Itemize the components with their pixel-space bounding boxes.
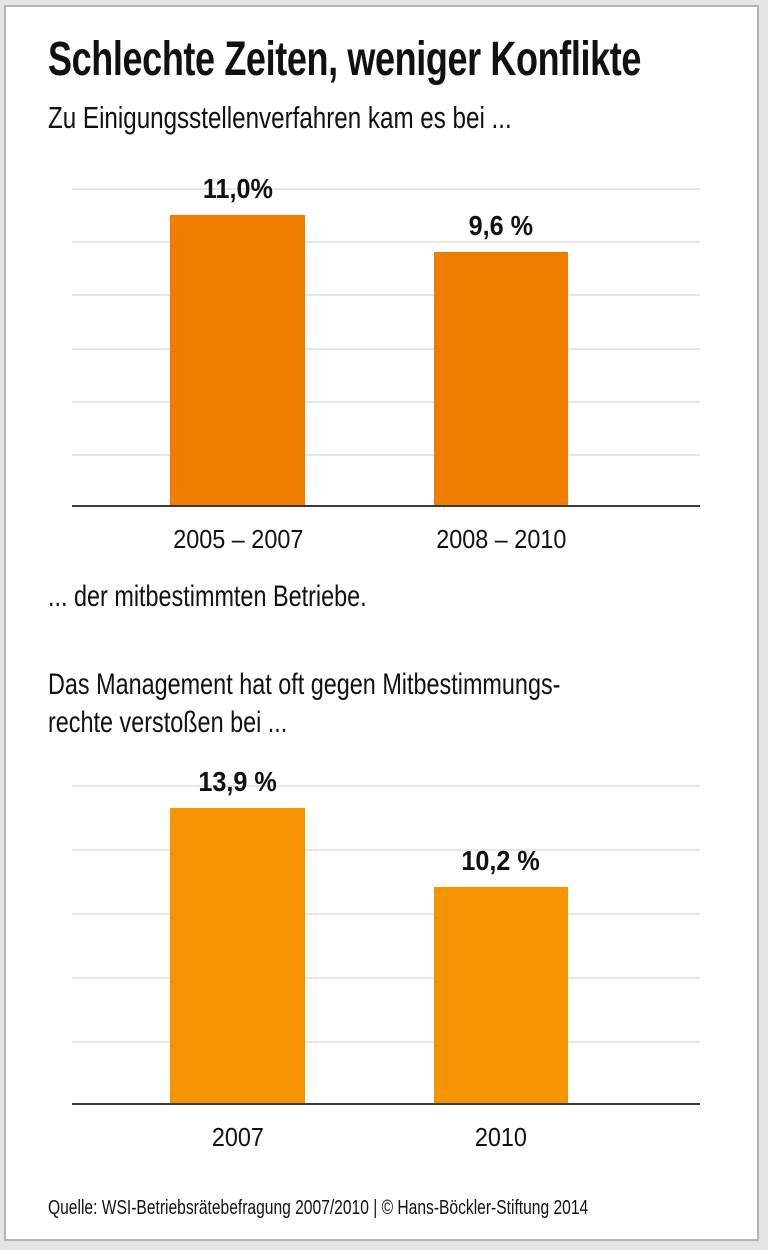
caption-before-chart2: Das Management hat oft gegen Mitbestimmu… xyxy=(48,668,561,739)
page-title-text: Schlechte Zeiten, weniger Konflikte xyxy=(48,33,642,86)
chart1-subtitle: Zu Einigungsstellenverfahren kam es bei … xyxy=(48,100,512,135)
page-title: Schlechte Zeiten, weniger Konflikte xyxy=(48,35,768,85)
infographic-card xyxy=(4,5,759,1241)
caption-after-chart1: ... der mitbestimmten Betriebe. xyxy=(48,580,367,613)
source-line: Quelle: WSI-Betriebsrätebefragung 2007/2… xyxy=(48,1197,589,1219)
